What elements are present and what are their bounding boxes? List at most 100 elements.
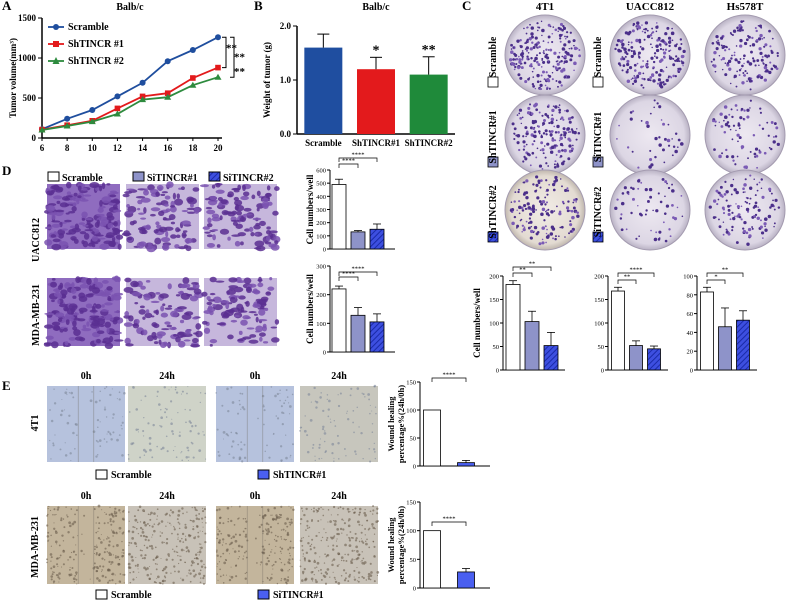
cell-speck xyxy=(369,578,372,581)
cell-speck xyxy=(265,529,268,532)
colony-dot xyxy=(758,181,761,184)
cell-speck xyxy=(217,450,220,453)
colony-dot xyxy=(524,126,528,130)
colony-dot xyxy=(539,186,542,189)
cell-speck xyxy=(290,518,293,521)
colony-dot xyxy=(764,54,768,58)
cell-blob xyxy=(257,307,267,310)
cell-speck xyxy=(139,521,142,523)
cell-speck xyxy=(50,545,52,547)
cell-speck xyxy=(327,545,329,547)
cell-blob xyxy=(143,189,149,196)
cell-speck xyxy=(202,526,204,528)
cell-blob xyxy=(48,192,53,196)
cell-speck xyxy=(165,416,168,418)
colony-dot xyxy=(538,242,542,246)
cell-speck xyxy=(180,452,182,454)
cell-speck xyxy=(314,459,316,462)
cell-speck xyxy=(368,527,371,530)
cell-speck xyxy=(367,575,371,578)
colony-dot xyxy=(546,193,549,196)
cell-speck xyxy=(194,573,197,576)
cell-blob xyxy=(84,229,94,232)
cell-speck xyxy=(258,525,261,529)
colony-dot xyxy=(667,186,671,190)
cell-blob xyxy=(145,280,151,283)
colony-dot xyxy=(644,188,648,192)
cell-speck xyxy=(321,508,323,510)
cell-speck xyxy=(340,575,343,577)
cell-blob xyxy=(53,184,60,190)
cell-speck xyxy=(221,538,225,541)
colony-dot xyxy=(735,190,739,195)
cell-speck xyxy=(311,580,314,582)
colony-dot xyxy=(672,57,675,60)
cell-speck xyxy=(270,531,273,534)
cell-speck xyxy=(331,452,334,455)
colony-dot xyxy=(558,108,562,112)
cell-speck xyxy=(89,399,93,403)
colony-dot xyxy=(663,137,667,141)
cell-speck xyxy=(280,505,283,508)
chart-a-ytick-label: 0 xyxy=(32,133,37,143)
colony-dot xyxy=(533,134,537,139)
cell-speck xyxy=(64,442,66,444)
cell-blob xyxy=(227,334,234,340)
cell-speck xyxy=(276,582,279,585)
colony-dot xyxy=(754,27,757,30)
cell-speck xyxy=(310,401,312,403)
colony-dot xyxy=(556,124,560,129)
cell-speck xyxy=(69,573,73,576)
chart-D1-ytick-label: 400 xyxy=(316,194,326,201)
cell-speck xyxy=(368,447,371,450)
colony-dot xyxy=(512,63,516,67)
cell-speck xyxy=(215,508,219,512)
cell-blob xyxy=(123,286,134,293)
cell-speck xyxy=(99,421,101,423)
cell-blob xyxy=(142,316,146,320)
cell-blob xyxy=(146,245,156,253)
cell-speck xyxy=(323,562,326,564)
cell-speck xyxy=(176,533,179,536)
colony-dot xyxy=(731,225,734,229)
colony-dot xyxy=(649,43,652,46)
cell-speck xyxy=(109,393,112,397)
cell-speck xyxy=(97,426,99,429)
colony-dot xyxy=(635,237,638,240)
colony-dot xyxy=(645,209,648,212)
colony-dot xyxy=(517,73,521,77)
cell-speck xyxy=(129,581,132,584)
colony-dot xyxy=(652,60,656,64)
colony-dot xyxy=(575,138,578,141)
colony-dot xyxy=(567,157,571,161)
cell-blob xyxy=(115,234,124,240)
cell-speck xyxy=(191,425,194,428)
colony-dot xyxy=(726,121,730,124)
cell-speck xyxy=(346,410,348,412)
colony-dot xyxy=(725,155,729,159)
colony-dot xyxy=(637,205,639,207)
cell-speck xyxy=(171,510,175,514)
colony-dot xyxy=(509,209,513,212)
colony-dot xyxy=(722,221,725,223)
cell-speck xyxy=(163,386,166,389)
cell-blob xyxy=(204,231,211,234)
cell-speck xyxy=(158,522,161,525)
cell-speck xyxy=(363,511,366,515)
cell-speck xyxy=(356,550,359,553)
colony-dot xyxy=(548,87,551,90)
cell-blob xyxy=(270,326,278,329)
chart-a-series-line xyxy=(41,76,219,131)
petri-dish xyxy=(609,169,691,251)
colony-dot xyxy=(758,64,760,66)
cell-blob xyxy=(238,330,243,336)
cell-blob xyxy=(269,276,273,281)
colony-dot xyxy=(717,198,720,201)
cell-speck xyxy=(50,458,52,460)
cell-speck xyxy=(99,390,101,393)
cell-blob xyxy=(191,337,199,344)
cell-speck xyxy=(181,507,184,510)
cell-speck xyxy=(343,448,346,450)
